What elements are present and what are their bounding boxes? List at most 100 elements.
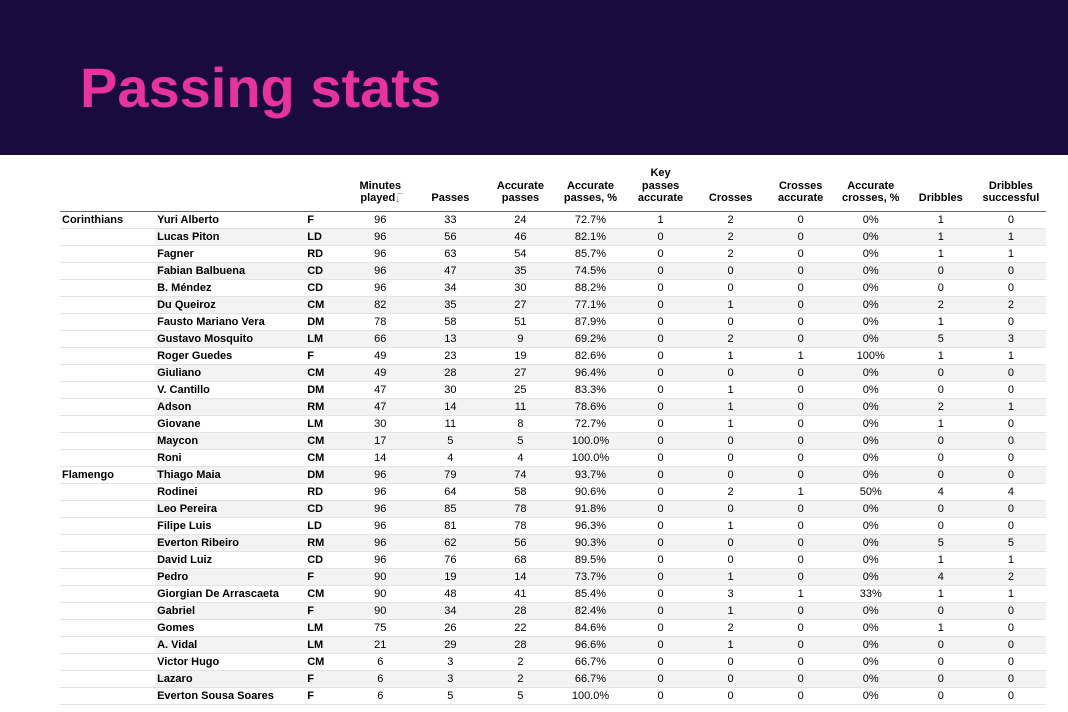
cell-minutes: 96 (345, 551, 415, 568)
cell-crosses: 0 (696, 534, 766, 551)
column-header-crosses_pct[interactable]: Accuratecrosses, % (836, 165, 906, 211)
cell-passes: 23 (415, 347, 485, 364)
cell-dribbles: 1 (906, 245, 976, 262)
position-cell: RD (305, 245, 345, 262)
cell-crosses_pct: 33% (836, 585, 906, 602)
cell-minutes: 6 (345, 687, 415, 704)
cell-crosses_pct: 0% (836, 364, 906, 381)
column-header-minutes[interactable]: Minutesplayed ↓̅ (345, 165, 415, 211)
team-cell (60, 262, 155, 279)
cell-acc_passes: 35 (485, 262, 555, 279)
player-cell: Gomes (155, 619, 305, 636)
column-header-passes[interactable]: Passes (415, 165, 485, 211)
cell-minutes: 96 (345, 500, 415, 517)
cell-crosses: 0 (696, 466, 766, 483)
table-row: Gustavo MosquitoLM6613969.2%0200%53 (60, 330, 1046, 347)
cell-acc_passes: 9 (485, 330, 555, 347)
cell-crosses: 0 (696, 551, 766, 568)
position-cell: F (305, 687, 345, 704)
table-row: V. CantilloDM47302583.3%0100%00 (60, 381, 1046, 398)
cell-key_passes: 0 (626, 585, 696, 602)
team-cell: Flamengo (60, 466, 155, 483)
table-row: AdsonRM47141178.6%0100%21 (60, 398, 1046, 415)
cell-dribbles_succ: 2 (976, 568, 1046, 585)
cell-passes: 81 (415, 517, 485, 534)
cell-crosses_acc: 0 (766, 551, 836, 568)
table-row: GiovaneLM3011872.7%0100%10 (60, 415, 1046, 432)
cell-crosses: 2 (696, 483, 766, 500)
cell-crosses_pct: 0% (836, 568, 906, 585)
player-cell: Du Queiroz (155, 296, 305, 313)
cell-acc_passes_pct: 73.7% (555, 568, 625, 585)
team-cell (60, 228, 155, 245)
cell-crosses: 3 (696, 585, 766, 602)
team-cell (60, 517, 155, 534)
cell-passes: 79 (415, 466, 485, 483)
position-cell: DM (305, 381, 345, 398)
cell-dribbles: 0 (906, 279, 976, 296)
cell-dribbles_succ: 1 (976, 398, 1046, 415)
cell-crosses: 0 (696, 313, 766, 330)
player-cell: Thiago Maia (155, 466, 305, 483)
cell-dribbles: 0 (906, 670, 976, 687)
cell-dribbles_succ: 0 (976, 364, 1046, 381)
cell-minutes: 96 (345, 262, 415, 279)
column-header-crosses[interactable]: Crosses (696, 165, 766, 211)
cell-key_passes: 0 (626, 670, 696, 687)
team-cell (60, 619, 155, 636)
player-cell: Leo Pereira (155, 500, 305, 517)
table-row: Fausto Mariano VeraDM78585187.9%0000%10 (60, 313, 1046, 330)
player-cell: Pedro (155, 568, 305, 585)
cell-acc_passes: 54 (485, 245, 555, 262)
cell-dribbles: 5 (906, 534, 976, 551)
cell-acc_passes_pct: 72.7% (555, 415, 625, 432)
position-cell: F (305, 211, 345, 228)
cell-passes: 30 (415, 381, 485, 398)
cell-crosses_pct: 0% (836, 653, 906, 670)
cell-dribbles_succ: 0 (976, 432, 1046, 449)
cell-key_passes: 0 (626, 466, 696, 483)
cell-crosses_acc: 0 (766, 670, 836, 687)
cell-crosses_acc: 0 (766, 364, 836, 381)
cell-acc_passes_pct: 85.7% (555, 245, 625, 262)
cell-minutes: 49 (345, 347, 415, 364)
column-header-acc_passes_pct[interactable]: Accuratepasses, % (555, 165, 625, 211)
cell-acc_passes: 27 (485, 364, 555, 381)
column-header-crosses_acc[interactable]: Crossesaccurate (766, 165, 836, 211)
cell-acc_passes_pct: 72.7% (555, 211, 625, 228)
cell-crosses_acc: 0 (766, 653, 836, 670)
cell-minutes: 47 (345, 398, 415, 415)
player-cell: V. Cantillo (155, 381, 305, 398)
cell-key_passes: 0 (626, 347, 696, 364)
cell-dribbles: 0 (906, 364, 976, 381)
column-header-acc_passes[interactable]: Accuratepasses (485, 165, 555, 211)
column-header-key_passes[interactable]: Keypassesaccurate (626, 165, 696, 211)
cell-dribbles: 1 (906, 347, 976, 364)
cell-acc_passes: 41 (485, 585, 555, 602)
team-cell (60, 653, 155, 670)
position-cell: CD (305, 279, 345, 296)
cell-dribbles: 1 (906, 585, 976, 602)
cell-crosses_pct: 50% (836, 483, 906, 500)
cell-acc_passes_pct: 90.3% (555, 534, 625, 551)
column-header-dribbles_succ[interactable]: Dribblessuccessful (976, 165, 1046, 211)
cell-acc_passes_pct: 88.2% (555, 279, 625, 296)
table-header-blank (305, 165, 345, 211)
cell-crosses_pct: 0% (836, 466, 906, 483)
cell-acc_passes_pct: 66.7% (555, 653, 625, 670)
position-cell: DM (305, 313, 345, 330)
cell-acc_passes_pct: 82.6% (555, 347, 625, 364)
cell-key_passes: 0 (626, 568, 696, 585)
team-cell (60, 347, 155, 364)
table-header-blank (60, 165, 155, 211)
cell-dribbles: 0 (906, 636, 976, 653)
cell-crosses_acc: 0 (766, 687, 836, 704)
cell-passes: 64 (415, 483, 485, 500)
cell-crosses_acc: 0 (766, 296, 836, 313)
player-cell: Fausto Mariano Vera (155, 313, 305, 330)
player-cell: Lazaro (155, 670, 305, 687)
player-cell: A. Vidal (155, 636, 305, 653)
cell-crosses_acc: 0 (766, 636, 836, 653)
column-header-dribbles[interactable]: Dribbles (906, 165, 976, 211)
cell-crosses_acc: 0 (766, 517, 836, 534)
